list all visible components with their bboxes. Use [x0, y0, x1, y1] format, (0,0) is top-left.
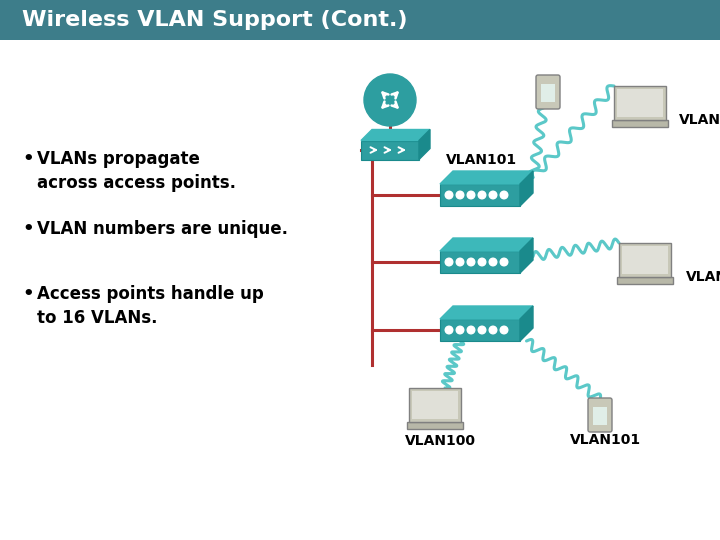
FancyBboxPatch shape: [622, 246, 668, 274]
Circle shape: [500, 191, 508, 199]
Circle shape: [500, 326, 508, 334]
Text: •: •: [22, 220, 34, 238]
FancyBboxPatch shape: [541, 84, 555, 102]
Text: Wireless VLAN Support (Cont.): Wireless VLAN Support (Cont.): [22, 10, 408, 30]
Circle shape: [456, 326, 464, 334]
FancyBboxPatch shape: [588, 398, 612, 432]
FancyBboxPatch shape: [412, 391, 458, 419]
Polygon shape: [520, 238, 533, 273]
Polygon shape: [520, 171, 533, 206]
Text: VLAN102: VLAN102: [686, 270, 720, 284]
Circle shape: [489, 191, 497, 199]
Circle shape: [456, 191, 464, 199]
Circle shape: [489, 258, 497, 266]
Text: VLANs propagate
across access points.: VLANs propagate across access points.: [37, 150, 236, 192]
Circle shape: [467, 191, 474, 199]
FancyBboxPatch shape: [440, 184, 520, 206]
Text: Access points handle up
to 16 VLANs.: Access points handle up to 16 VLANs.: [37, 285, 264, 327]
Polygon shape: [440, 238, 533, 251]
FancyBboxPatch shape: [614, 86, 666, 120]
Circle shape: [445, 326, 453, 334]
FancyBboxPatch shape: [617, 89, 663, 117]
FancyBboxPatch shape: [617, 277, 673, 284]
FancyBboxPatch shape: [361, 140, 419, 159]
Circle shape: [500, 258, 508, 266]
Circle shape: [478, 258, 486, 266]
FancyBboxPatch shape: [536, 75, 560, 109]
Text: •: •: [22, 285, 34, 303]
Polygon shape: [440, 306, 533, 319]
Circle shape: [478, 191, 486, 199]
FancyBboxPatch shape: [619, 243, 671, 277]
Circle shape: [445, 191, 453, 199]
Circle shape: [467, 258, 474, 266]
Circle shape: [489, 326, 497, 334]
FancyBboxPatch shape: [440, 251, 520, 273]
Text: VLAN numbers are unique.: VLAN numbers are unique.: [37, 220, 288, 238]
FancyBboxPatch shape: [0, 0, 720, 40]
FancyBboxPatch shape: [409, 388, 461, 422]
FancyBboxPatch shape: [593, 407, 607, 425]
Text: VLAN102: VLAN102: [679, 113, 720, 127]
Polygon shape: [361, 130, 430, 140]
Polygon shape: [520, 306, 533, 341]
FancyBboxPatch shape: [407, 422, 463, 429]
Circle shape: [364, 74, 416, 126]
Circle shape: [445, 258, 453, 266]
Text: VLAN100: VLAN100: [405, 434, 475, 448]
Circle shape: [478, 326, 486, 334]
Text: •: •: [22, 150, 34, 168]
FancyBboxPatch shape: [440, 319, 520, 341]
Polygon shape: [419, 130, 430, 159]
Text: VLAN101: VLAN101: [570, 433, 641, 447]
Circle shape: [467, 326, 474, 334]
FancyBboxPatch shape: [612, 120, 668, 127]
Circle shape: [456, 258, 464, 266]
Text: VLAN101: VLAN101: [446, 153, 518, 167]
Polygon shape: [440, 171, 533, 184]
